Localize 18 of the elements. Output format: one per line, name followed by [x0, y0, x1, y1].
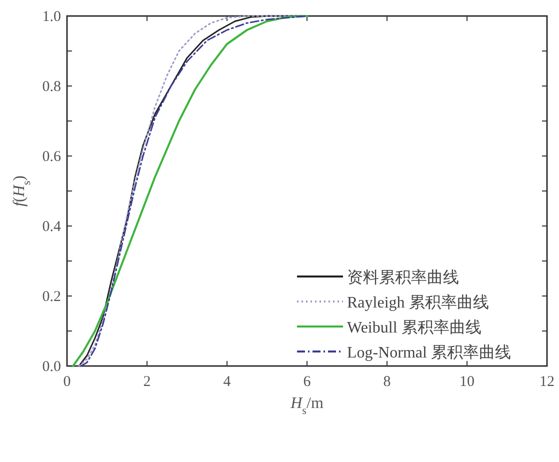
x-tick-label: 6: [303, 374, 312, 390]
x-tick-label: 0: [63, 374, 71, 390]
y-tick-label: 0.0: [42, 359, 61, 375]
x-tick-label: 10: [460, 374, 474, 390]
x-axis-title: H$_{s}$/m: [290, 395, 324, 417]
y-tick-label: 0.2: [42, 289, 61, 305]
legend-label: 资料累积率曲线: [347, 268, 459, 286]
x-tick-label: 2: [143, 374, 151, 390]
x-tick-label: 12: [540, 374, 554, 390]
y-tick-label: 1.0: [42, 9, 61, 25]
y-tick-label: 0.8: [42, 79, 61, 95]
y-tick-label: 0.4: [42, 219, 62, 235]
y-tick-label: 0.6: [42, 149, 62, 165]
legend-label: Log-Normal 累积率曲线: [347, 344, 511, 362]
legend-label: Rayleigh 累积率曲线: [347, 294, 489, 312]
x-tick-label: 8: [383, 374, 391, 390]
x-tick-label: 4: [223, 374, 232, 390]
legend-label: Weibull 累积率曲线: [347, 318, 482, 336]
